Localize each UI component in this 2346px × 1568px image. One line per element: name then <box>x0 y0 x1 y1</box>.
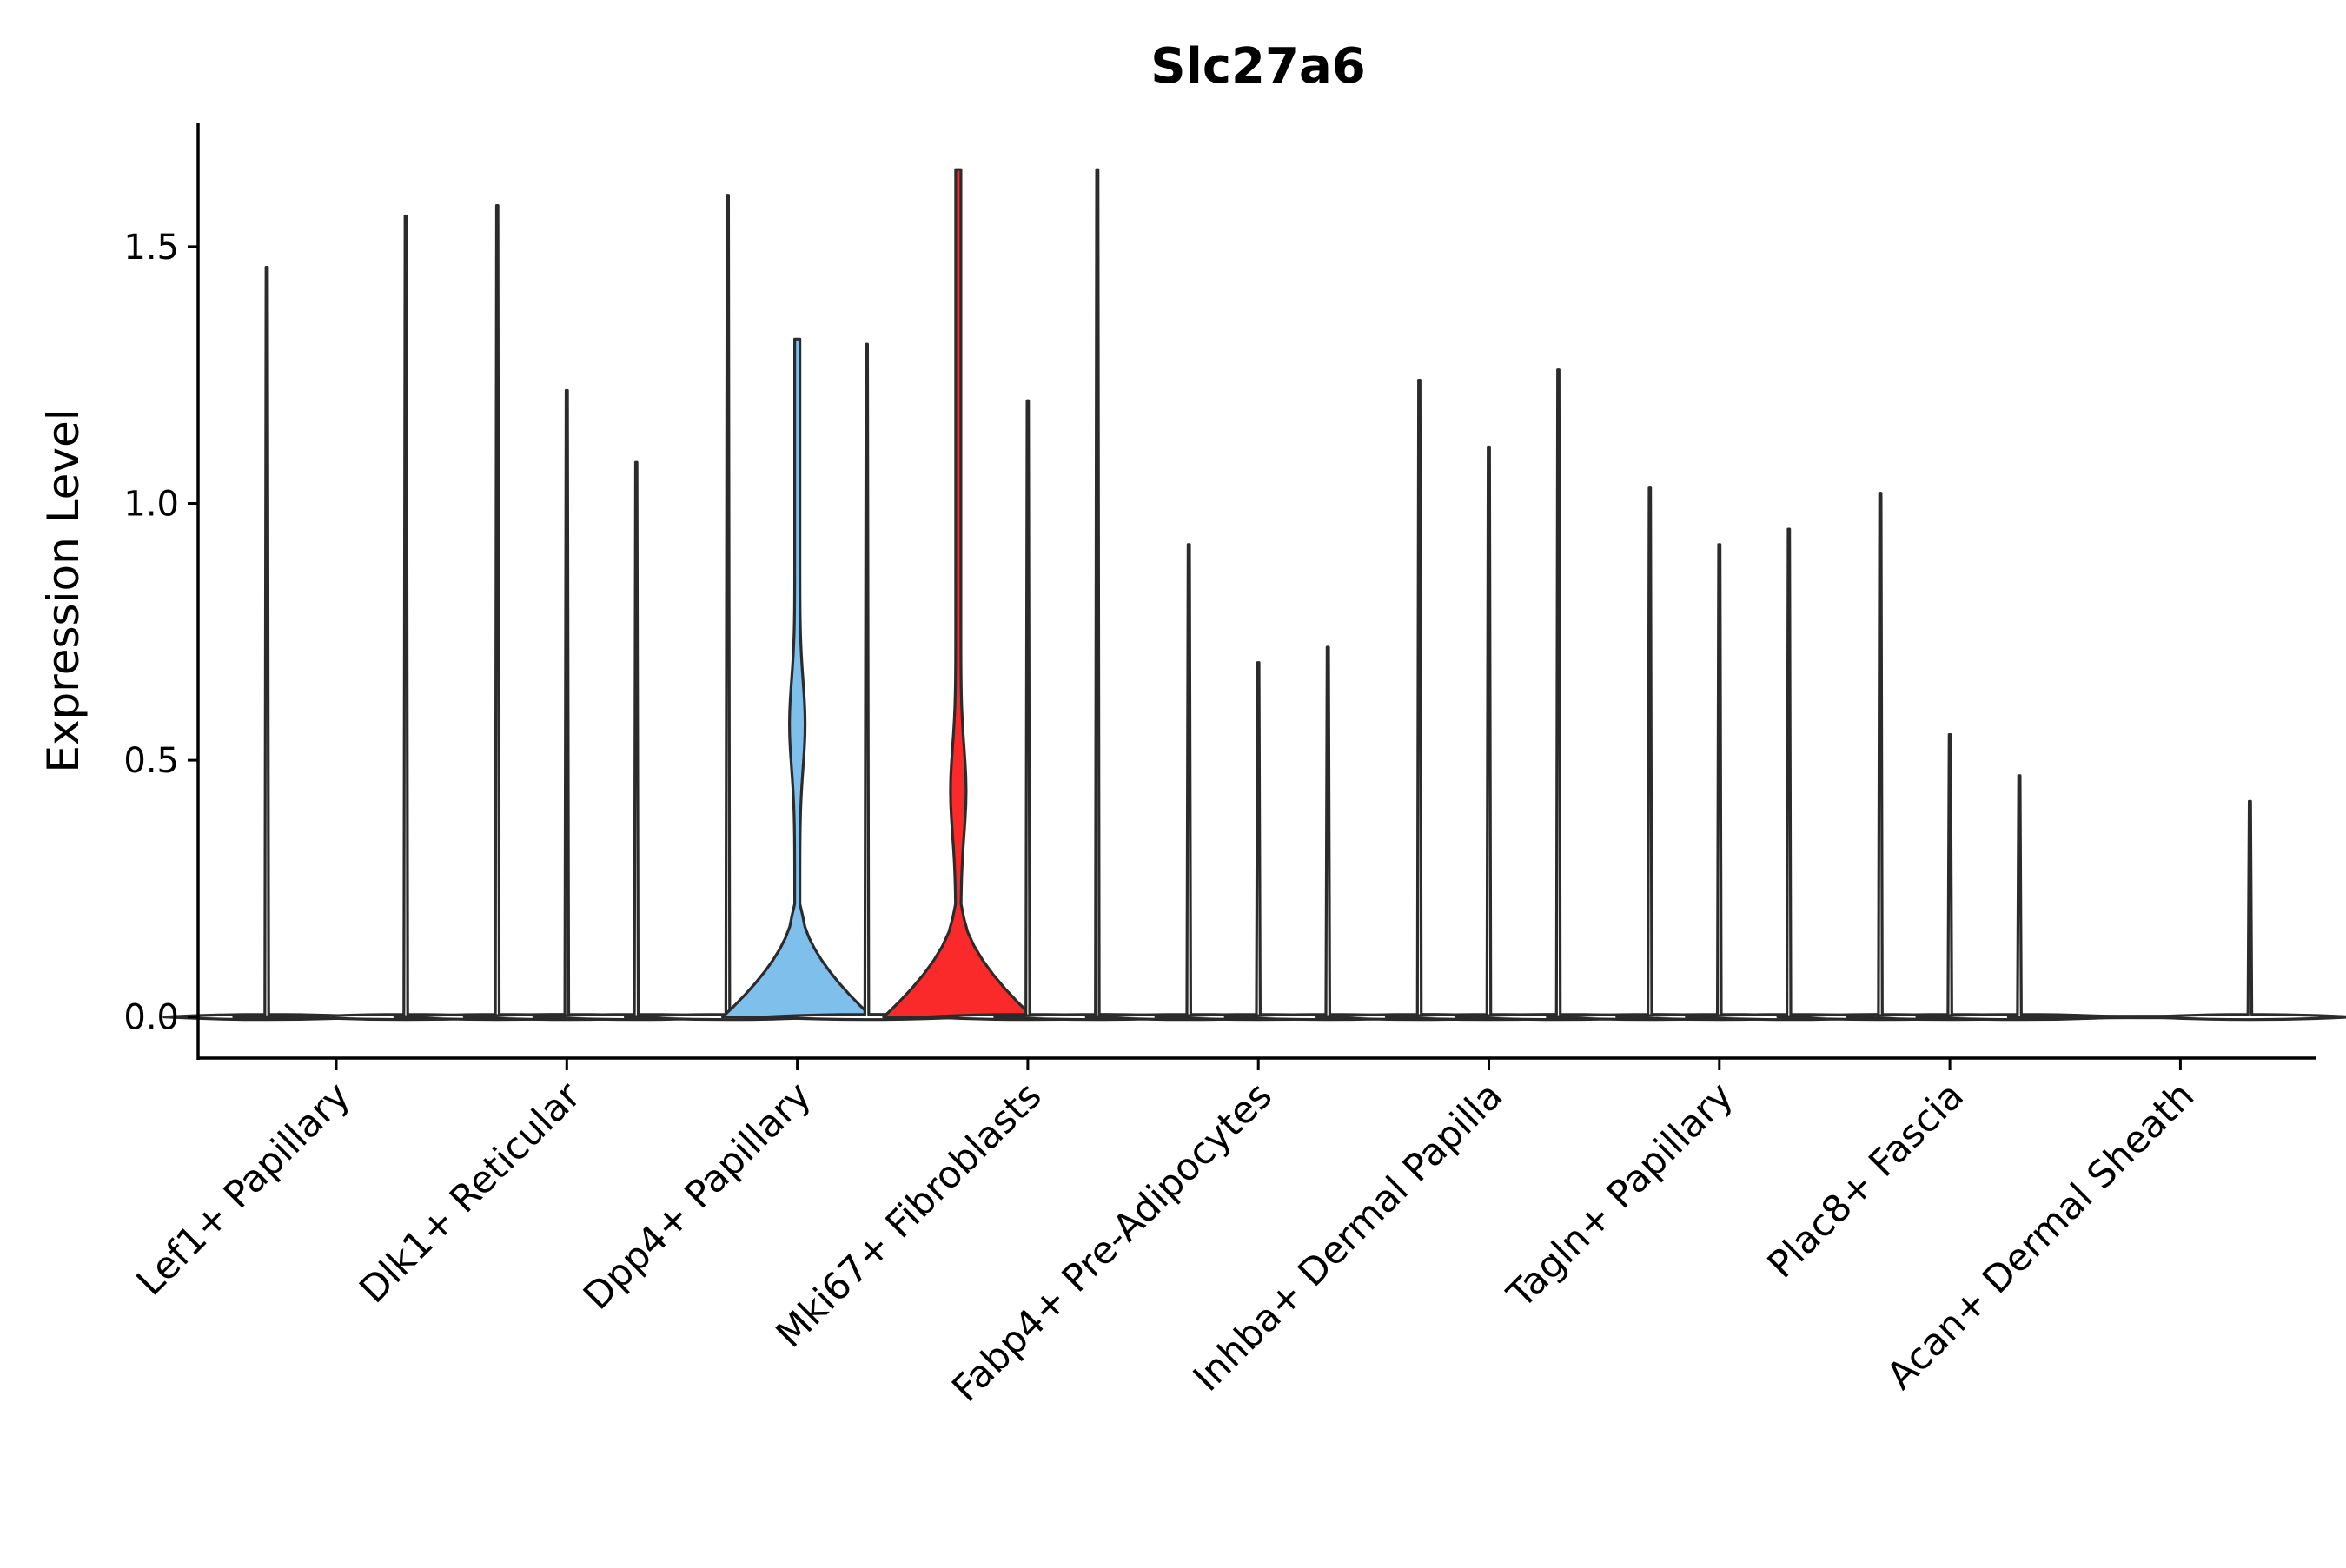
y-ticks-layer: 0.0 0.5 1.0 1.5 <box>123 228 198 1038</box>
axes-layer <box>196 123 2316 1060</box>
y-tick-label: 1.0 <box>123 484 179 524</box>
x-tick-label: Tagln+ Papillary <box>1499 1074 1742 1317</box>
y-tick-label: 1.5 <box>123 228 179 268</box>
chart-title: Slc27a6 <box>1150 38 1365 95</box>
violins-layer <box>162 168 2346 1022</box>
y-tick-label: 0.5 <box>123 741 179 781</box>
x-tick-label: Lef1+ Papillary <box>129 1074 359 1304</box>
y-tick-label: 0.0 <box>123 998 179 1038</box>
violin-1-3 <box>302 214 510 1022</box>
y-axis-label: Expression Level <box>38 408 89 772</box>
violin-4-1 <box>882 168 1035 1019</box>
violin-9-3 <box>2145 799 2346 1022</box>
violin-3-2 <box>721 337 874 1019</box>
violin-1-1 <box>162 265 371 1022</box>
x-tick-label: Dlk1+ Reticular <box>351 1074 589 1312</box>
x-tick-label: Dpp4+ Papillary <box>575 1074 819 1318</box>
x-tick-label: Plac8+ Fascia <box>1760 1074 1972 1287</box>
x-tick-label: Mki67+ Fibroblasts <box>768 1074 1050 1356</box>
